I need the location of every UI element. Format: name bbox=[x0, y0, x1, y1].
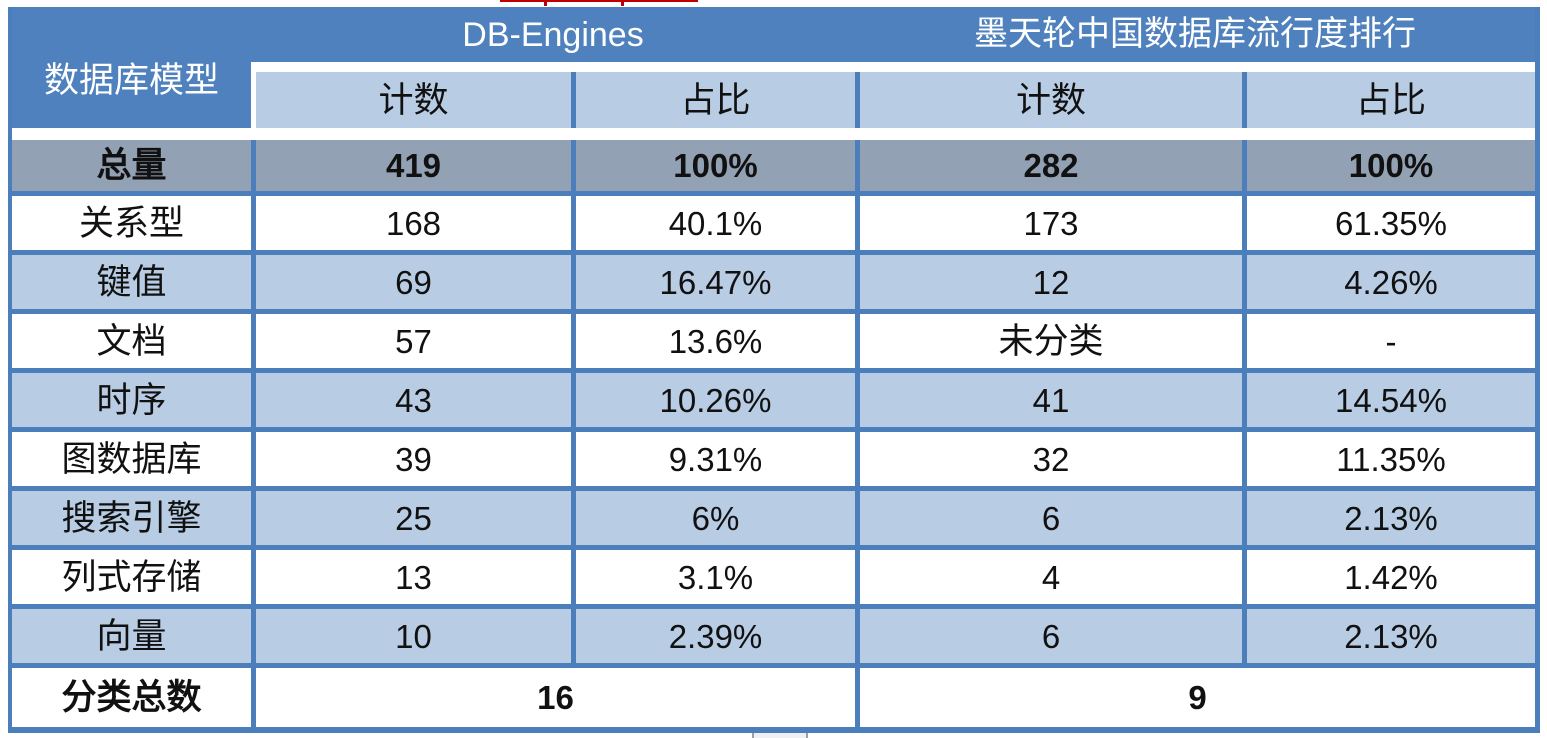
subheader-dbengines-share: 占比 bbox=[571, 72, 855, 128]
category-label: 文档 bbox=[12, 309, 251, 368]
summary-dbengines-total: 16 bbox=[251, 663, 855, 727]
value-cell: 12 bbox=[855, 250, 1242, 309]
value-cell: 4 bbox=[855, 545, 1242, 604]
corner-header-db-model: 数据库模型 bbox=[12, 7, 251, 128]
value-cell: 16.47% bbox=[571, 250, 855, 309]
value-cell: 10.26% bbox=[571, 368, 855, 427]
category-label: 搜索引擎 bbox=[12, 486, 251, 545]
modb-group-header: 墨天轮中国数据库流行度排行 bbox=[855, 7, 1535, 62]
value-cell: 40.1% bbox=[571, 191, 855, 250]
value-cell: 13.6% bbox=[571, 309, 855, 368]
value-cell: 4.26% bbox=[1242, 250, 1535, 309]
summary-modb-total: 9 bbox=[855, 663, 1535, 727]
dbengines-group-header: DB-Engines bbox=[251, 7, 855, 62]
value-cell: 2.13% bbox=[1242, 604, 1535, 663]
summary-row-label: 分类总数 bbox=[12, 663, 251, 727]
value-cell: 6% bbox=[571, 486, 855, 545]
value-cell: 9.31% bbox=[571, 427, 855, 486]
value-cell: 69 bbox=[251, 250, 571, 309]
value-cell: 57 bbox=[251, 309, 571, 368]
subheader-modb-share: 占比 bbox=[1242, 72, 1535, 128]
category-label: 关系型 bbox=[12, 191, 251, 250]
value-cell: 2.39% bbox=[571, 604, 855, 663]
value-cell: 25 bbox=[251, 486, 571, 545]
category-label: 时序 bbox=[12, 368, 251, 427]
value-cell: 41 bbox=[855, 368, 1242, 427]
value-cell: 32 bbox=[855, 427, 1242, 486]
cropped-red-tick bbox=[621, 0, 624, 6]
value-cell: 2.13% bbox=[1242, 486, 1535, 545]
total-row-label: 总量 bbox=[12, 140, 251, 191]
category-label: 列式存储 bbox=[12, 545, 251, 604]
category-label: 键值 bbox=[12, 250, 251, 309]
value-cell: 43 bbox=[251, 368, 571, 427]
scrollbar-thumb-fragment[interactable] bbox=[752, 733, 808, 738]
total-modb-count: 282 bbox=[855, 140, 1242, 191]
subheader-modb-count: 计数 bbox=[855, 72, 1242, 128]
value-cell: 1.42% bbox=[1242, 545, 1535, 604]
value-cell: 11.35% bbox=[1242, 427, 1535, 486]
subheader-dbengines-count: 计数 bbox=[251, 72, 571, 128]
value-cell: 39 bbox=[251, 427, 571, 486]
database-comparison-table: 数据库模型 DB-Engines 墨天轮中国数据库流行度排行 计数 占比 计数 … bbox=[8, 7, 1540, 733]
value-cell: 173 bbox=[855, 191, 1242, 250]
value-cell: 14.54% bbox=[1242, 368, 1535, 427]
value-cell: 13 bbox=[251, 545, 571, 604]
value-cell: 6 bbox=[855, 604, 1242, 663]
value-cell: 61.35% bbox=[1242, 191, 1535, 250]
total-dbengines-count: 419 bbox=[251, 140, 571, 191]
value-cell: 3.1% bbox=[571, 545, 855, 604]
value-cell: 未分类 bbox=[855, 309, 1242, 368]
category-label: 向量 bbox=[12, 604, 251, 663]
cropped-red-tick bbox=[544, 0, 547, 6]
cropped-red-line bbox=[500, 0, 698, 2]
total-dbengines-share: 100% bbox=[571, 140, 855, 191]
value-cell: - bbox=[1242, 309, 1535, 368]
value-cell: 10 bbox=[251, 604, 571, 663]
value-cell: 168 bbox=[251, 191, 571, 250]
value-cell: 6 bbox=[855, 486, 1242, 545]
category-label: 图数据库 bbox=[12, 427, 251, 486]
total-modb-share: 100% bbox=[1242, 140, 1535, 191]
